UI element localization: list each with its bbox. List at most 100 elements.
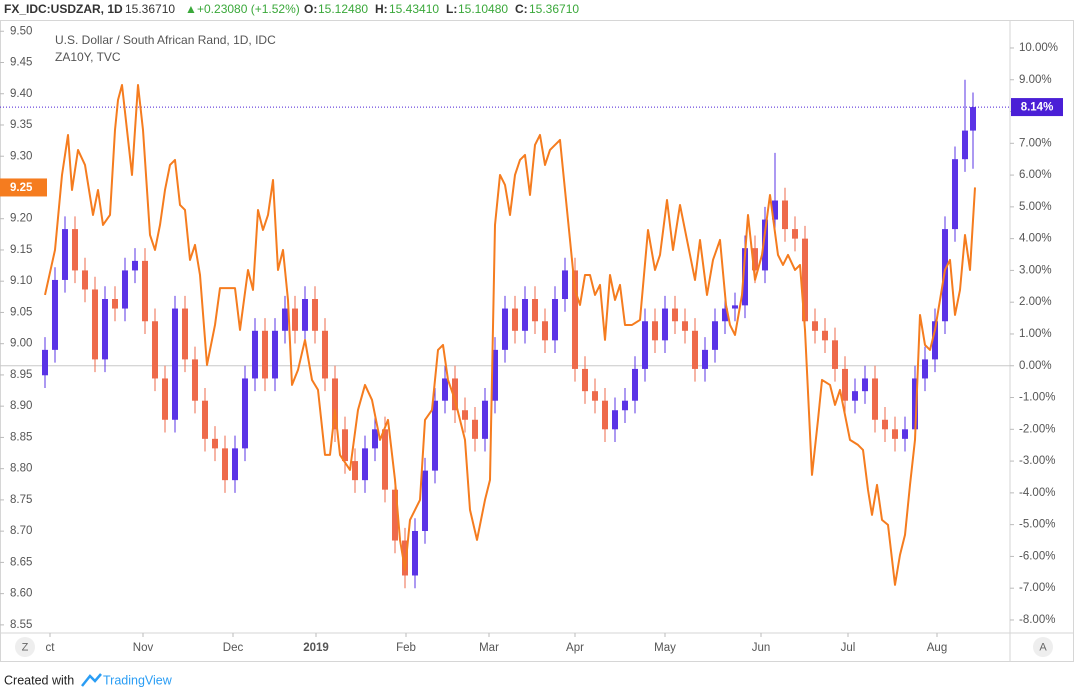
candle-body (42, 349, 48, 376)
y2-tick-label: 5.00% (1019, 201, 1052, 213)
logo-icon[interactable] (81, 673, 102, 687)
candle-body (512, 308, 518, 331)
button-label[interactable]: A (1039, 641, 1047, 653)
x-tick-label: Aug (927, 642, 947, 654)
footer-brand[interactable]: TradingView (103, 673, 173, 687)
candle-body (362, 448, 368, 481)
candle-body (312, 299, 318, 331)
candle-body (682, 321, 688, 331)
candle-body (52, 279, 58, 350)
candle-body (412, 530, 418, 576)
candle-body (962, 130, 968, 160)
candle-body (902, 429, 908, 439)
y-tick-label: 9.20 (10, 213, 32, 225)
candle-body (322, 330, 328, 379)
y2-tick-label: 1.00% (1019, 328, 1052, 340)
low-label: L: (446, 2, 457, 16)
candle-body (92, 289, 98, 360)
y2-tick-label: 2.00% (1019, 296, 1052, 308)
close-value: 15.36710 (529, 2, 579, 16)
candle-body (172, 308, 178, 420)
y-tick-label: 9.45 (10, 57, 32, 69)
y2-tick-label: 9.00% (1019, 74, 1052, 86)
button-bg[interactable] (15, 637, 35, 657)
y-tick-label: 8.75 (10, 494, 32, 506)
y2-tick-label: 4.00% (1019, 233, 1052, 245)
candle-body (282, 308, 288, 331)
high-label: H: (375, 2, 388, 16)
tradingview-logo[interactable]: TradingView (81, 673, 173, 687)
candle-body (352, 461, 358, 481)
y2-tick-label: 0.00% (1019, 360, 1052, 372)
y-tick-label: 8.60 (10, 588, 32, 600)
x-tick-label: May (654, 642, 676, 654)
y2-tick-label: 6.00% (1019, 169, 1052, 181)
candle-body (722, 308, 728, 322)
y-tick-label: 8.95 (10, 369, 32, 381)
y-tick-label: 8.70 (10, 525, 32, 537)
line-series (44, 83, 976, 586)
button-bg[interactable] (1033, 637, 1053, 657)
candle-body (772, 200, 778, 220)
candle-body (672, 308, 678, 322)
last-price-label: 8.14% (1021, 102, 1054, 114)
plot-panel (0, 79, 1010, 589)
y2-tick-label: -1.00% (1019, 392, 1055, 404)
candle-body (692, 330, 698, 369)
candle-body (122, 270, 128, 309)
candle-body (112, 299, 118, 309)
candle-body (462, 410, 468, 420)
candle-body (970, 107, 976, 131)
candle-body (422, 470, 428, 531)
last-value-label: 9.25 (10, 182, 33, 194)
candle-body (202, 400, 208, 439)
candle-body (702, 349, 708, 369)
candle-body (152, 321, 158, 379)
y-tick-label: 8.65 (10, 556, 32, 568)
candle-body (132, 260, 138, 271)
candle-body (742, 248, 748, 306)
candle-body (252, 330, 258, 379)
candle-body (592, 391, 598, 401)
candle-body (652, 321, 658, 341)
candle-body (862, 378, 868, 392)
candle-body (292, 308, 298, 331)
candle-body (402, 540, 408, 576)
candle-body (762, 219, 768, 271)
x-tick-label: Dec (223, 642, 244, 654)
y-tick-label: 9.50 (10, 25, 32, 37)
candle-body (242, 378, 248, 449)
candle-body (822, 330, 828, 341)
candle-body (542, 321, 548, 341)
candle-body (842, 368, 848, 401)
scale-button[interactable]: Z (15, 637, 35, 657)
y2-tick-label: -4.00% (1019, 487, 1055, 499)
chart-frame (0, 20, 1074, 662)
button-label[interactable]: Z (22, 641, 29, 653)
candle-body (562, 270, 568, 300)
candle-body (502, 308, 508, 350)
candle-body (332, 378, 338, 430)
candle-body (662, 308, 668, 341)
candle-body (582, 368, 588, 392)
y-tick-label: 9.15 (10, 244, 32, 256)
last-price: 15.36710 (125, 2, 175, 16)
candle-body (522, 299, 528, 331)
y-tick-label: 9.30 (10, 150, 32, 162)
auto-scale-button[interactable]: A (1033, 637, 1053, 657)
y-tick-label: 9.10 (10, 275, 32, 287)
overlay: 9.50 9.45 9.40 9.35 9.30 9.25 9.20 9.15 9.10 9.05… (0, 25, 1063, 654)
y-tick-label: 8.55 (10, 619, 32, 631)
y2-tick-label: 10.00% (1019, 42, 1058, 54)
change-arrow: ▲ (185, 2, 197, 16)
x-tick-label: Nov (133, 642, 154, 654)
candle-body (812, 321, 818, 331)
x-tick-label: Feb (396, 642, 416, 654)
candle-body (222, 448, 228, 481)
symbol: FX_IDC:USDZAR, 1D (4, 2, 123, 16)
y2-tick-label: -2.00% (1019, 423, 1055, 435)
x-tick-label: 2019 (303, 642, 329, 654)
last-price-badge (1011, 98, 1063, 117)
